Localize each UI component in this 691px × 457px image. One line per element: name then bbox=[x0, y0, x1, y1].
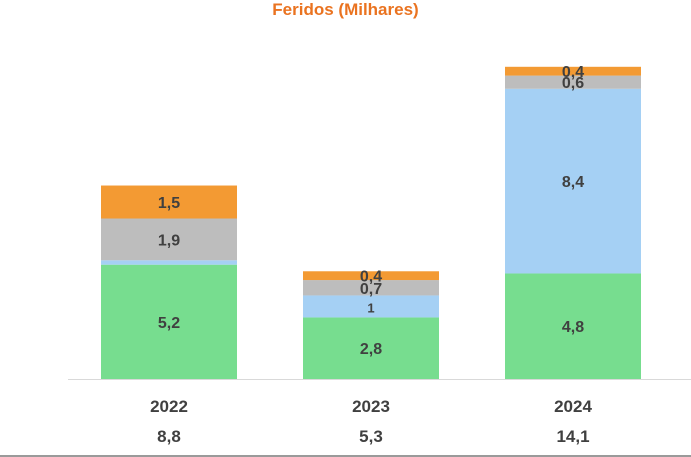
bar-2022-orange bbox=[101, 185, 237, 219]
bar-2023-orange bbox=[303, 271, 439, 281]
data-label: 1 bbox=[367, 300, 374, 315]
total-label: 8,8 bbox=[157, 427, 181, 446]
data-label: 2,8 bbox=[360, 341, 382, 358]
bar-2024-gray bbox=[505, 75, 641, 89]
x-tick-label: 2022 bbox=[150, 397, 188, 416]
bar-2022-gray bbox=[101, 218, 237, 261]
x-tick-label: 2023 bbox=[352, 397, 390, 416]
total-label: 14,1 bbox=[556, 427, 589, 446]
chart-title: Feridos (Milhares) bbox=[272, 0, 419, 19]
data-label: 0,6 bbox=[562, 75, 584, 92]
bar-2022-blue bbox=[101, 260, 237, 265]
data-label: 0,4 bbox=[360, 269, 382, 286]
bar-2023-gray bbox=[303, 280, 439, 296]
x-tick-label: 2024 bbox=[554, 397, 592, 416]
data-label: 0,4 bbox=[562, 64, 584, 81]
data-label: 5,2 bbox=[158, 315, 180, 332]
bar-2024-blue bbox=[505, 88, 641, 274]
data-label: 0,7 bbox=[360, 281, 382, 298]
bar-2023-green bbox=[303, 317, 439, 379]
bottom-divider bbox=[0, 455, 691, 457]
bar-2024-green bbox=[505, 273, 641, 379]
bar-2023-blue bbox=[303, 295, 439, 318]
bar-2022-green bbox=[101, 264, 237, 379]
total-label: 5,3 bbox=[359, 427, 383, 446]
data-label: 1,5 bbox=[158, 195, 180, 212]
bar-2024-orange bbox=[505, 66, 641, 76]
data-label: 8,4 bbox=[562, 174, 584, 191]
data-label: 1,9 bbox=[158, 232, 180, 249]
data-label: 4,8 bbox=[562, 319, 584, 336]
